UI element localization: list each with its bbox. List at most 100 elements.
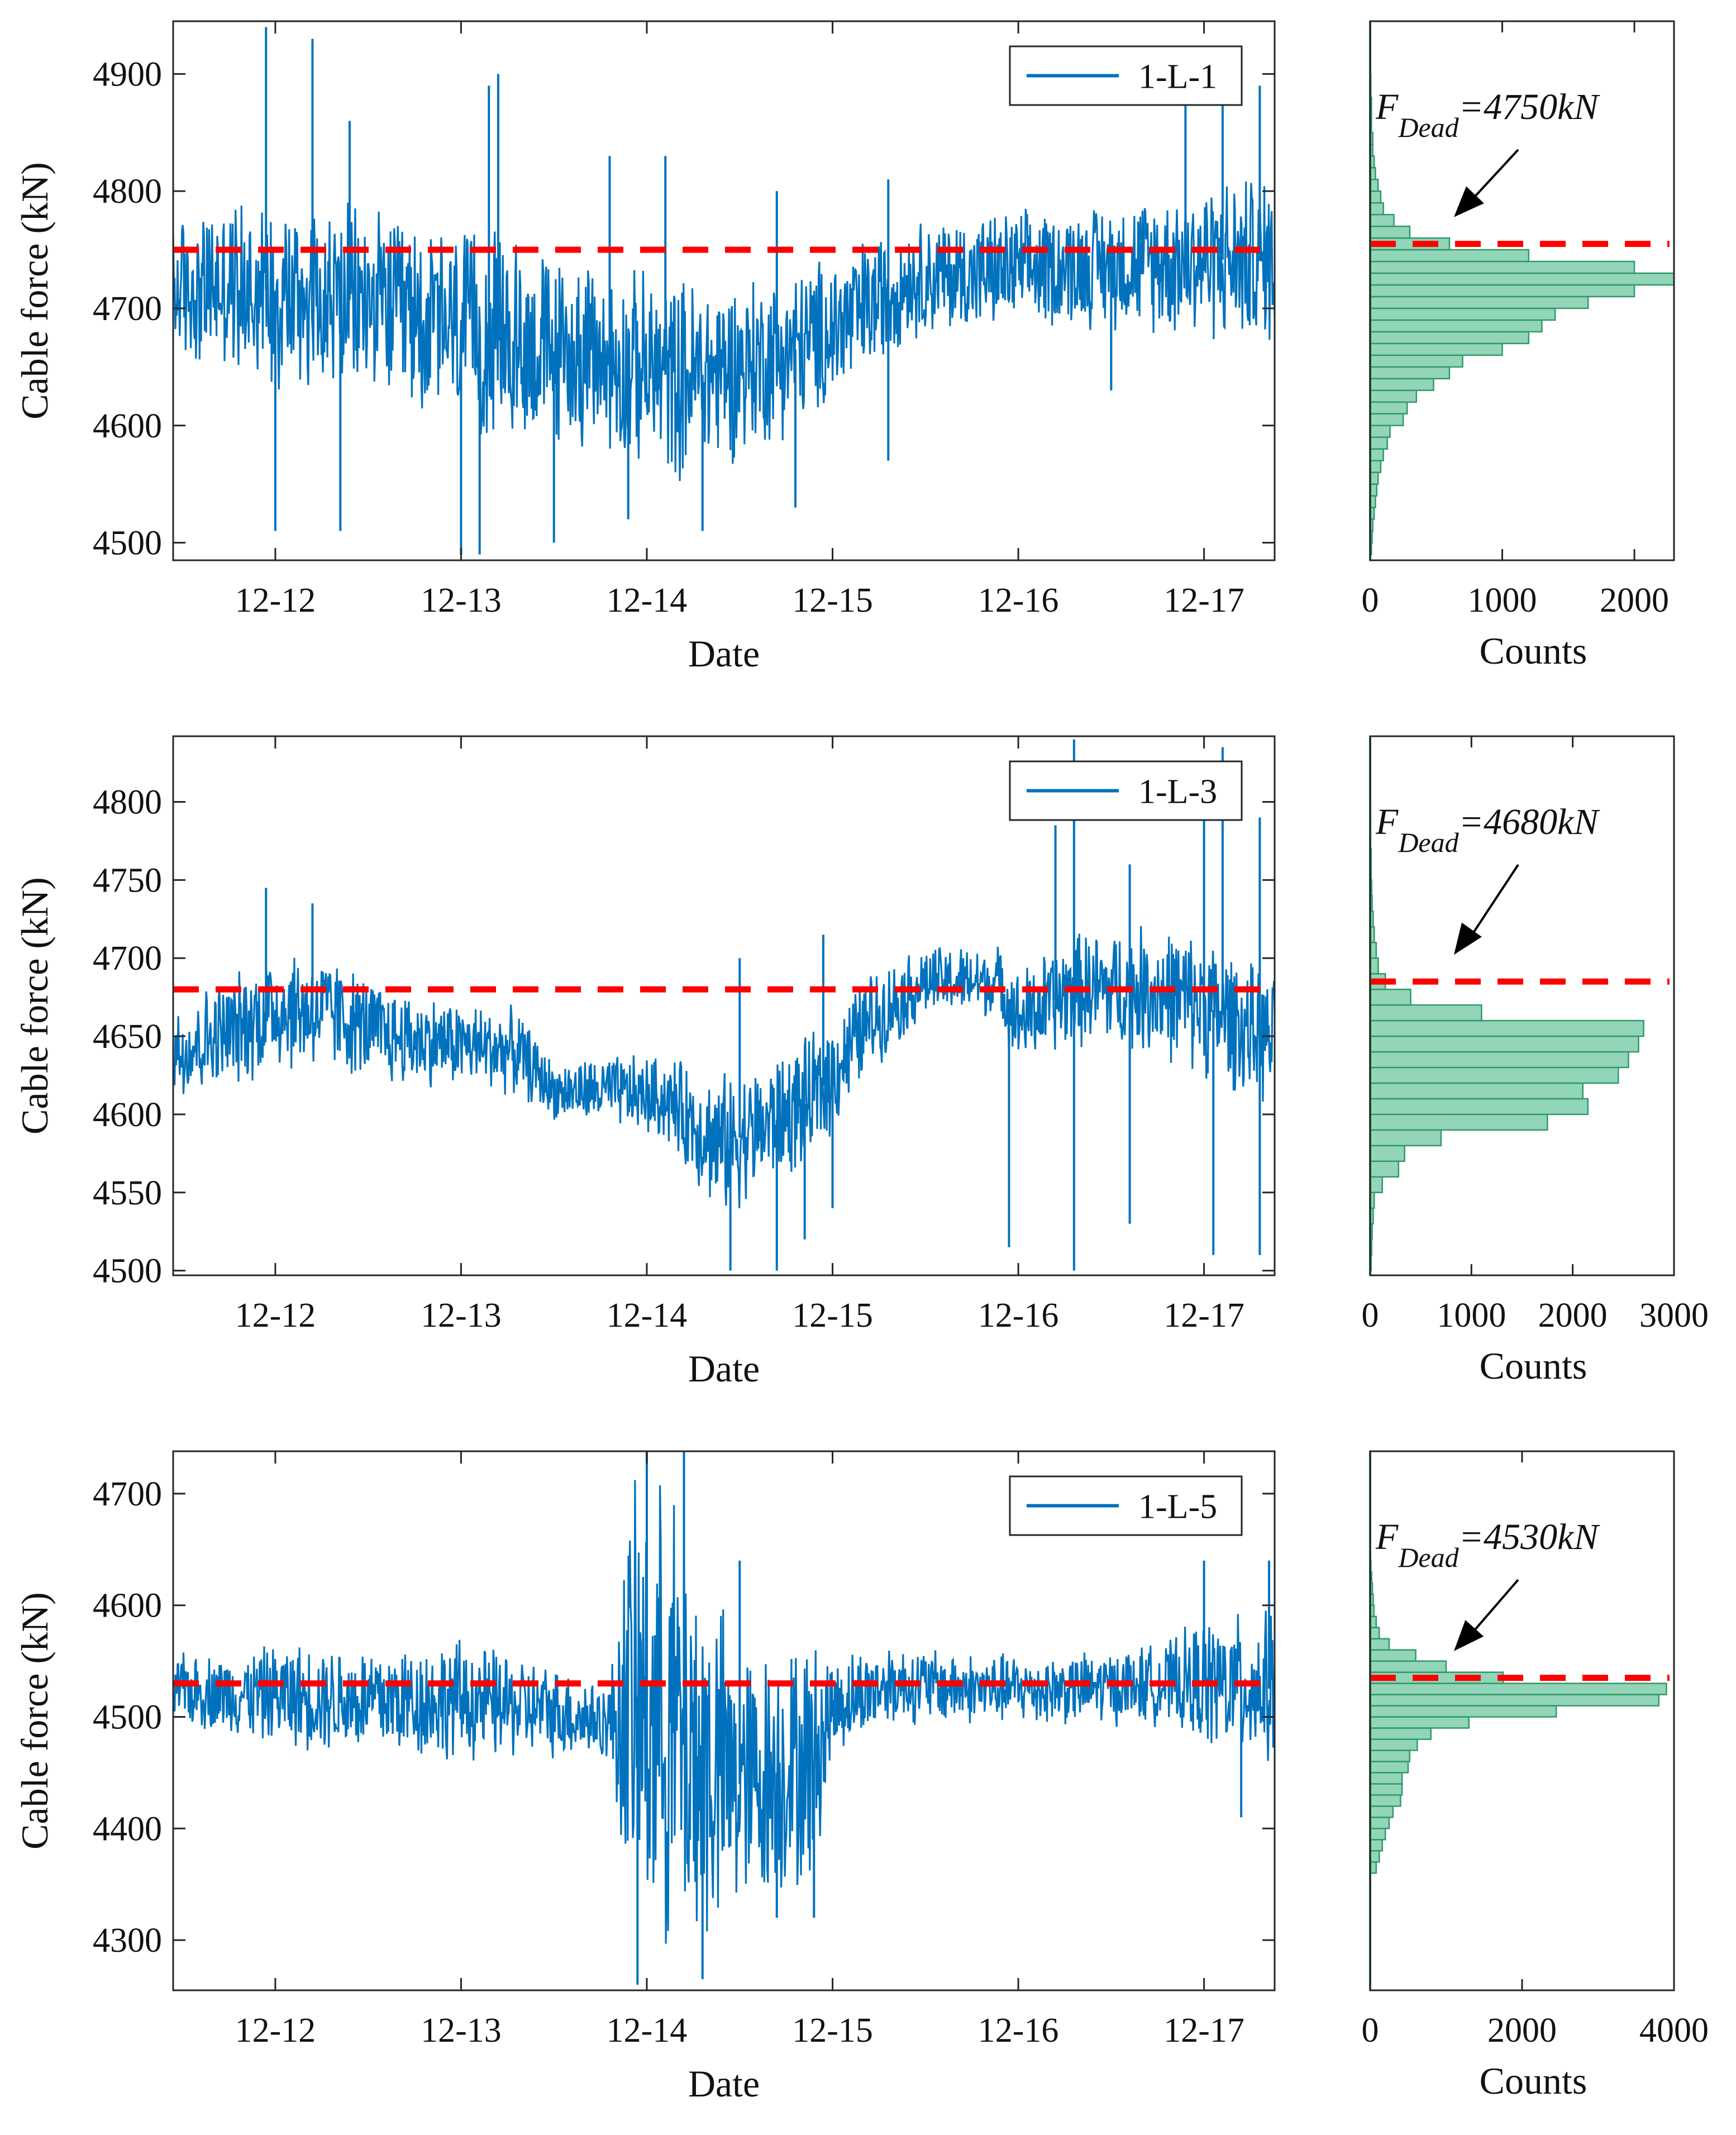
histogram-bar	[1369, 1066, 1619, 1084]
y-tick-label: 4800	[93, 783, 162, 821]
line-panel-1: 4500 4600 4700 4800 4900 12-12 12-13 12-14 12-15…	[13, 20, 1276, 675]
histogram-bar	[1369, 1716, 1470, 1729]
x-tick-label: 12-13	[421, 582, 502, 619]
histogram-bar	[1369, 460, 1382, 473]
x-tick-label: 12-17	[1163, 1297, 1244, 1335]
annotation-subscript: Dead	[1398, 112, 1459, 143]
x-tick-label: 2000	[1538, 1297, 1608, 1335]
x-tick-label: 12-16	[978, 1297, 1059, 1335]
x-tick-label: 12-15	[792, 582, 873, 619]
annotation-value: =4530kN	[1459, 1517, 1601, 1557]
y-tick-label: 4500	[93, 1699, 162, 1737]
histogram-bar	[1369, 213, 1395, 227]
dead-load-annotation: FDead=4750kN	[1375, 87, 1600, 143]
annotation-symbol: F	[1375, 1517, 1399, 1557]
x-tick-label: 12-16	[978, 582, 1059, 619]
histogram-bar	[1369, 331, 1530, 345]
y-tick-label: 4800	[93, 173, 162, 211]
histogram-bar	[1369, 178, 1379, 192]
x-axis-label: Counts	[1480, 630, 1587, 672]
legend-label: 1-L-1	[1138, 58, 1217, 96]
histogram-bar	[1369, 425, 1391, 438]
x-axis-label: Date	[688, 632, 760, 675]
x-axis-label: Counts	[1480, 2060, 1587, 2102]
histogram-bar	[1369, 1727, 1432, 1740]
y-tick-label: 4600	[93, 407, 162, 445]
annotation-arrow-head	[1454, 186, 1484, 217]
histogram-bar	[1369, 1839, 1384, 1852]
annotation-arrow-shaft	[1465, 864, 1519, 945]
histogram-bar	[1369, 957, 1379, 975]
axes-frame	[172, 1450, 1276, 1991]
histogram-panel-2: 0 1000 2000 3000 Counts FDead=4680kN	[1362, 735, 1709, 1387]
x-tick-label: 12-13	[421, 2012, 502, 2050]
histogram-bar	[1369, 1794, 1401, 1807]
histogram-bar	[1369, 448, 1384, 461]
histogram-bar	[1369, 1750, 1410, 1762]
histogram-bar	[1369, 1627, 1380, 1640]
x-tick-label: 12-16	[978, 2012, 1059, 2050]
y-axis-label: Cable force (kN)	[13, 162, 56, 420]
y-tick-label: 4300	[93, 1922, 162, 1960]
legend-label: 1-L-5	[1138, 1488, 1217, 1526]
histogram-bar	[1369, 1772, 1403, 1785]
series-trace-1-L-3	[173, 926, 1275, 1209]
y-tick-label: 4700	[93, 290, 162, 328]
annotation-arrow-head	[1454, 1619, 1484, 1651]
histogram-bar	[1369, 284, 1635, 298]
histogram-bar	[1369, 190, 1382, 204]
histogram-bar	[1369, 1817, 1390, 1829]
y-tick-label: 4650	[93, 1018, 162, 1056]
line-panel-2: 4500 4550 4600 4650 4700 4750 4800 12-12 12-13 12…	[13, 735, 1276, 1390]
x-axis-label: Counts	[1480, 1345, 1587, 1387]
x-tick-label: 12-17	[1163, 2012, 1244, 2050]
annotation-subscript: Dead	[1398, 827, 1459, 858]
y-tick-label: 4400	[93, 1810, 162, 1848]
histogram-bar	[1369, 249, 1530, 263]
y-axis-label: Cable force (kN)	[13, 877, 56, 1135]
x-tick-label: 1000	[1437, 1297, 1506, 1335]
x-tick-label: 2000	[1487, 2012, 1557, 2050]
histogram-bar	[1369, 1098, 1589, 1116]
y-tick-label: 4700	[93, 940, 162, 978]
y-tick-label: 4500	[93, 1252, 162, 1290]
x-tick-label: 12-14	[607, 1297, 688, 1335]
dead-load-annotation: FDead=4530kN	[1375, 1517, 1600, 1573]
y-tick-label: 4500	[93, 525, 162, 563]
histogram-bar	[1369, 296, 1589, 309]
histogram-bar	[1369, 202, 1384, 216]
histogram-bar	[1369, 1638, 1390, 1651]
annotation-subscript: Dead	[1398, 1542, 1459, 1573]
histogram-bar	[1369, 413, 1404, 426]
histogram-panel-1: 0 1000 2000 Counts FDead=4750kN	[1362, 20, 1675, 672]
x-tick-label: 12-14	[607, 2012, 688, 2050]
histogram-bar	[1369, 378, 1434, 392]
series-trace-1-L-1	[173, 181, 1275, 482]
histogram-bar	[1369, 307, 1556, 321]
histogram-bar	[1369, 342, 1503, 356]
axes-frame	[1369, 20, 1675, 561]
histogram-bar	[1369, 389, 1418, 403]
histogram-bar	[1369, 988, 1411, 1006]
x-tick-label: 12-12	[235, 582, 316, 619]
x-tick-label: 1000	[1468, 582, 1537, 619]
x-tick-label: 12-15	[792, 1297, 873, 1335]
x-tick-label: 12-14	[607, 582, 688, 619]
histogram-bar	[1369, 1805, 1394, 1818]
line-panel-3: 4300 4400 4500 4600 4700 12-12 12-13 12-14 12-15…	[13, 1450, 1276, 2105]
histogram-bar	[1369, 1035, 1639, 1053]
x-tick-label: 12-12	[235, 1297, 316, 1335]
axes-frame	[1369, 735, 1675, 1276]
histogram-bar	[1369, 471, 1379, 485]
histogram-bar	[1369, 436, 1388, 450]
histogram-bar	[1369, 1176, 1384, 1194]
annotation-arrow-head	[1454, 922, 1482, 955]
histogram-bar	[1369, 354, 1463, 368]
histogram-bar	[1369, 1850, 1380, 1863]
annotation-value: =4680kN	[1459, 802, 1601, 842]
x-tick-label: 3000	[1639, 1297, 1709, 1335]
histogram-bar	[1369, 1160, 1400, 1178]
x-tick-label: 12-13	[421, 1297, 502, 1335]
histogram-panel-3: 0 2000 4000 Counts FDead=4530kN	[1362, 1450, 1709, 2102]
